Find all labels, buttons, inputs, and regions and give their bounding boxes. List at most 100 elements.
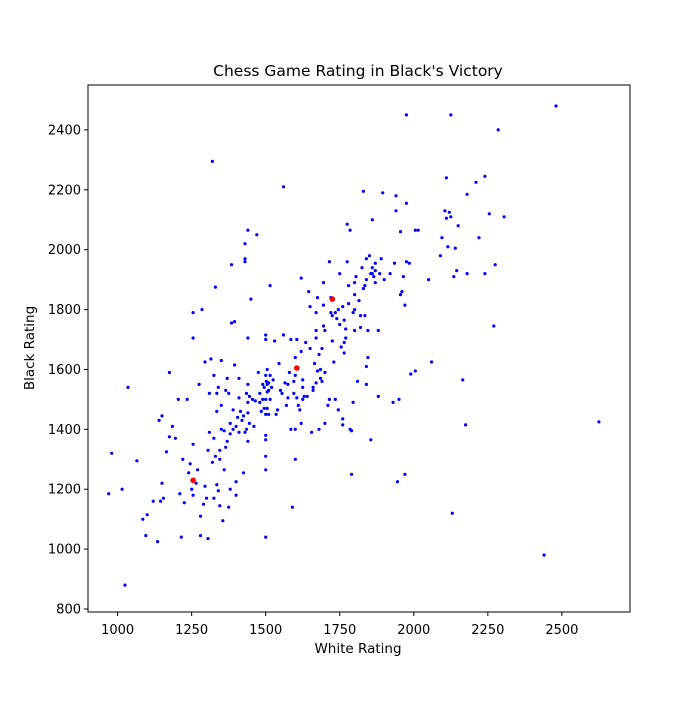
data-point [188, 462, 192, 466]
data-point [379, 257, 383, 261]
data-point [314, 328, 318, 333]
data-point [438, 254, 442, 258]
data-point [267, 412, 271, 416]
data-point [397, 397, 401, 401]
data-point [464, 423, 468, 427]
data-point [123, 583, 127, 587]
data-point [198, 534, 203, 538]
data-point [373, 281, 377, 285]
data-point [315, 296, 320, 300]
data-point [243, 260, 247, 264]
data-point [273, 339, 277, 343]
data-point [327, 397, 331, 401]
data-point [167, 435, 171, 439]
data-point [201, 502, 206, 506]
data-point [314, 336, 318, 340]
highlight-point [294, 365, 300, 371]
data-point [227, 505, 231, 509]
data-point [215, 483, 219, 487]
data-point [215, 391, 219, 395]
data-point [160, 481, 164, 485]
data-point [348, 228, 352, 232]
data-point [351, 311, 355, 315]
data-point [378, 272, 382, 276]
data-point [176, 397, 180, 401]
data-point [323, 421, 327, 425]
data-point [361, 189, 365, 193]
data-point [216, 489, 220, 493]
data-point [388, 272, 392, 276]
data-point [314, 381, 318, 385]
data-point [313, 361, 317, 366]
data-point [353, 293, 357, 297]
data-point [274, 412, 278, 416]
data-point [474, 180, 478, 184]
data-point [329, 311, 333, 315]
data-point [353, 308, 357, 312]
data-point [207, 430, 211, 434]
data-point [289, 427, 293, 431]
x-axis-label: White Rating [314, 641, 401, 657]
y-axis-ticks: 800 1000 1200 1400 1600 1800 2000 2200 2400 [48, 123, 88, 618]
data-point [407, 261, 411, 265]
data-point [314, 311, 318, 315]
data-point [449, 215, 453, 219]
y-tick-label: 2000 [48, 243, 81, 258]
data-point [376, 394, 380, 398]
data-point [293, 355, 297, 360]
data-point [336, 408, 340, 412]
data-point [376, 328, 380, 333]
data-point [209, 357, 213, 361]
x-tick-label: 2500 [545, 623, 578, 638]
data-point [317, 352, 321, 357]
data-point [234, 480, 238, 484]
data-point [228, 487, 232, 491]
data-point [461, 378, 465, 382]
data-point [287, 370, 291, 375]
data-point [298, 408, 302, 412]
data-point [404, 113, 408, 117]
data-point [373, 269, 377, 273]
data-point [267, 381, 271, 385]
plot-area-frame [87, 84, 631, 613]
data-point [444, 176, 448, 180]
data-point [264, 468, 268, 472]
data-point [304, 340, 308, 345]
data-point [311, 388, 315, 392]
data-point [126, 385, 130, 389]
data-point [321, 324, 326, 328]
data-point [450, 511, 454, 515]
data-point [301, 378, 305, 382]
data-point [264, 333, 268, 337]
data-point [554, 104, 558, 108]
data-point [222, 468, 226, 472]
data-point [347, 302, 351, 306]
data-point [107, 492, 111, 496]
data-point [198, 514, 203, 518]
data-point [267, 388, 271, 392]
x-tick-label: 1500 [249, 623, 282, 638]
data-point [185, 397, 189, 401]
data-point [191, 311, 195, 315]
data-point [318, 376, 323, 380]
data-point [342, 351, 346, 355]
data-point [233, 320, 237, 324]
data-point [372, 275, 376, 279]
data-point [179, 535, 183, 539]
data-point [320, 346, 324, 351]
data-point [246, 228, 250, 232]
x-tick-label: 2250 [471, 623, 504, 638]
data-point [191, 442, 195, 446]
data-point [240, 418, 244, 422]
chart-title: Chess Game Rating in Black's Victory [213, 62, 503, 80]
data-point [212, 496, 216, 500]
data-point [261, 397, 265, 401]
data-point [170, 424, 174, 428]
data-point [243, 257, 247, 261]
data-point [233, 363, 237, 367]
data-point [160, 414, 164, 418]
y-tick-label: 1200 [48, 483, 81, 498]
data-point [151, 499, 155, 503]
data-point [321, 303, 326, 307]
data-point [234, 424, 238, 428]
